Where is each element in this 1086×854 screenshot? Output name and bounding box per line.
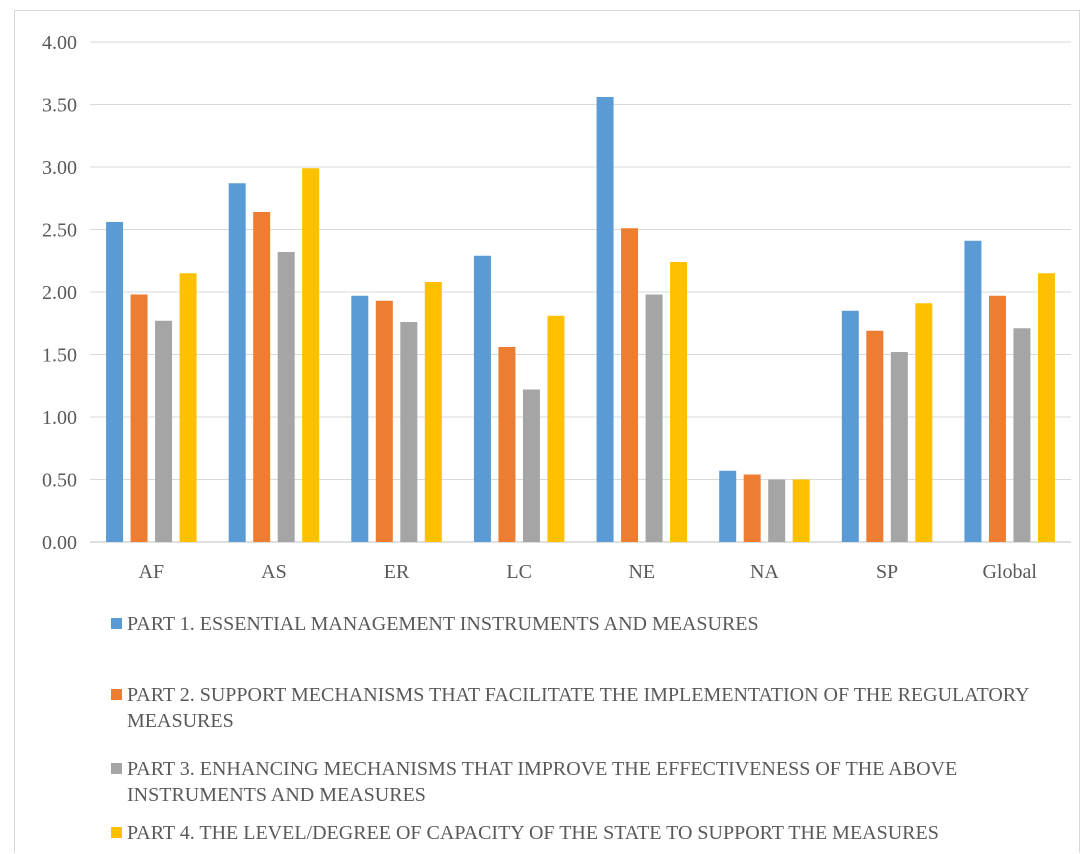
bar <box>621 228 639 542</box>
bar <box>596 97 614 542</box>
legend-item: PART 4. THE LEVEL/DEGREE OF CAPACITY OF … <box>111 820 1071 846</box>
bar <box>375 300 393 542</box>
legend-swatch <box>111 763 122 774</box>
bar <box>277 252 295 542</box>
bar <box>179 273 197 542</box>
legend-label: PART 4. THE LEVEL/DEGREE OF CAPACITY OF … <box>127 822 939 844</box>
y-tick-label: 3.50 <box>42 95 77 117</box>
chart-frame: 0.00 0.50 1.00 1.50 2.00 2.50 3.00 3.50 4.00 AF AS… <box>14 10 1080 853</box>
legend-label: PART 1. ESSENTIAL MANAGEMENT INSTRUMENTS… <box>127 613 759 635</box>
x-tick-label: SP <box>876 561 898 583</box>
bar <box>155 320 173 542</box>
bar <box>841 310 859 542</box>
x-tick-label: NA <box>750 561 779 583</box>
bar <box>253 212 271 542</box>
x-tick-label: ER <box>384 561 410 583</box>
y-tick-label: 0.00 <box>42 532 77 554</box>
bars <box>106 97 1055 542</box>
bar <box>670 262 688 542</box>
bar <box>228 183 246 542</box>
bar <box>915 303 933 542</box>
x-tick-label: AS <box>261 561 287 583</box>
bar <box>498 347 516 542</box>
x-tick-label: Global <box>982 561 1037 583</box>
bar <box>400 322 418 542</box>
y-tick-label: 1.00 <box>42 407 77 429</box>
bar-chart: 0.00 0.50 1.00 1.50 2.00 2.50 3.00 3.50 4.00 AF AS… <box>42 32 1071 583</box>
legend-item: PART 3. ENHANCING MECHANISMS THAT IMPROV… <box>111 756 1071 808</box>
legend-label: PART 2. SUPPORT MECHANISMS THAT FACILITA… <box>127 684 1029 732</box>
bar <box>130 294 148 542</box>
y-tick-label: 1.50 <box>42 345 77 367</box>
bar <box>792 479 810 542</box>
y-tick-label: 2.00 <box>42 282 77 304</box>
bar <box>106 222 124 542</box>
y-tick-label: 4.00 <box>42 32 77 54</box>
legend-item: PART 1. ESSENTIAL MANAGEMENT INSTRUMENTS… <box>111 611 1071 637</box>
bar <box>473 255 491 542</box>
y-tick-label: 0.50 <box>42 470 77 492</box>
bar <box>302 168 320 542</box>
y-tick-label: 3.00 <box>42 157 77 179</box>
x-tick-label: NE <box>628 561 655 583</box>
bar <box>719 470 737 542</box>
legend-item: PART 2. SUPPORT MECHANISMS THAT FACILITA… <box>111 682 1071 734</box>
bar <box>424 282 442 542</box>
bar <box>988 295 1006 542</box>
bar <box>768 479 786 542</box>
bar <box>522 389 540 542</box>
legend-swatch <box>111 689 122 700</box>
bar <box>1013 328 1031 542</box>
y-tick-label: 2.50 <box>42 220 77 242</box>
bar <box>866 330 884 542</box>
axes: 0.00 0.50 1.00 1.50 2.00 2.50 3.00 3.50 4.00 AF AS… <box>42 32 1037 583</box>
bar <box>743 474 761 542</box>
bar <box>1037 273 1055 542</box>
legend-label: PART 3. ENHANCING MECHANISMS THAT IMPROV… <box>127 758 958 806</box>
x-tick-label: AF <box>139 561 165 583</box>
bar <box>547 315 565 542</box>
legend-swatch <box>111 827 122 838</box>
legend-swatch <box>111 618 122 629</box>
x-tick-label: LC <box>506 561 532 583</box>
bar <box>890 352 908 542</box>
bar <box>964 240 982 542</box>
bar <box>645 294 663 542</box>
bar <box>351 295 369 542</box>
